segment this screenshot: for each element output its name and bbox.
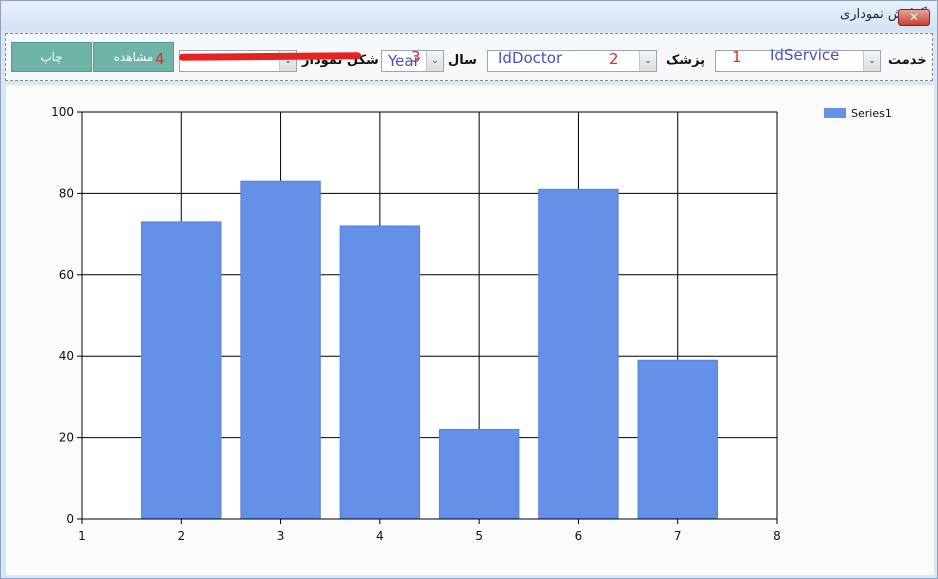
close-button[interactable]: ✕ xyxy=(898,9,930,26)
chevron-down-icon[interactable]: ⌄ xyxy=(426,51,443,71)
annotation-3: 3 xyxy=(411,48,421,66)
annotation-4: 4 xyxy=(155,50,165,68)
y-tick-label: 80 xyxy=(59,186,74,200)
y-tick-label: 40 xyxy=(59,349,74,363)
bar-5 xyxy=(438,428,520,520)
x-tick-label: 8 xyxy=(773,529,781,543)
x-tick-label: 1 xyxy=(78,529,86,543)
legend-swatch xyxy=(824,108,846,118)
annotation-1: 1 xyxy=(732,48,742,66)
chevron-down-icon[interactable]: ⌄ xyxy=(863,51,880,71)
y-tick-label: 60 xyxy=(59,268,74,282)
doctor-combo-value: IdDoctor xyxy=(498,49,563,67)
y-tick-label: 0 xyxy=(66,512,74,526)
annotation-2: 2 xyxy=(609,50,619,68)
x-tick-label: 2 xyxy=(177,529,185,543)
x-tick-label: 5 xyxy=(475,529,483,543)
bar-2 xyxy=(141,221,222,520)
x-tick-label: 6 xyxy=(575,529,583,543)
bar-6 xyxy=(538,188,619,520)
view-button[interactable]: مشاهده xyxy=(93,42,174,72)
y-tick-label: 20 xyxy=(59,431,74,445)
print-button[interactable]: چاپ xyxy=(11,42,92,72)
x-tick-label: 4 xyxy=(376,529,384,543)
year-combo-value: Year xyxy=(388,52,420,70)
doctor-label: پزشک xyxy=(666,53,706,68)
doctor-combo[interactable]: IdDoctor ⌄ xyxy=(487,49,657,72)
year-combo[interactable]: Year ⌄ xyxy=(381,50,444,72)
legend-label: Series1 xyxy=(851,107,892,120)
chart-area: 1 2 3 4 5 6 7 8 0 20 40 60 80 100 Series1 xyxy=(6,85,934,575)
service-label: خدمت xyxy=(888,53,927,68)
year-label: سال xyxy=(448,53,477,68)
view-button-label: مشاهده xyxy=(113,50,154,64)
service-combo[interactable]: IdService ⌄ xyxy=(715,46,881,72)
bar-4 xyxy=(339,225,421,520)
y-tick-label: 100 xyxy=(51,105,74,119)
bar-7 xyxy=(637,359,718,520)
x-tick-label: 3 xyxy=(277,529,285,543)
service-combo-value: IdService xyxy=(770,46,840,64)
x-tick-label: 7 xyxy=(674,529,682,543)
bar-3 xyxy=(240,180,321,520)
chevron-down-icon[interactable]: ⌄ xyxy=(639,51,656,71)
title-bar: گزارش نموداری ✕ xyxy=(1,1,937,31)
filter-toolbar: چاپ مشاهده 4 ⌄ شکل نمودار Year ⌄ 3 سال I… xyxy=(5,33,933,81)
